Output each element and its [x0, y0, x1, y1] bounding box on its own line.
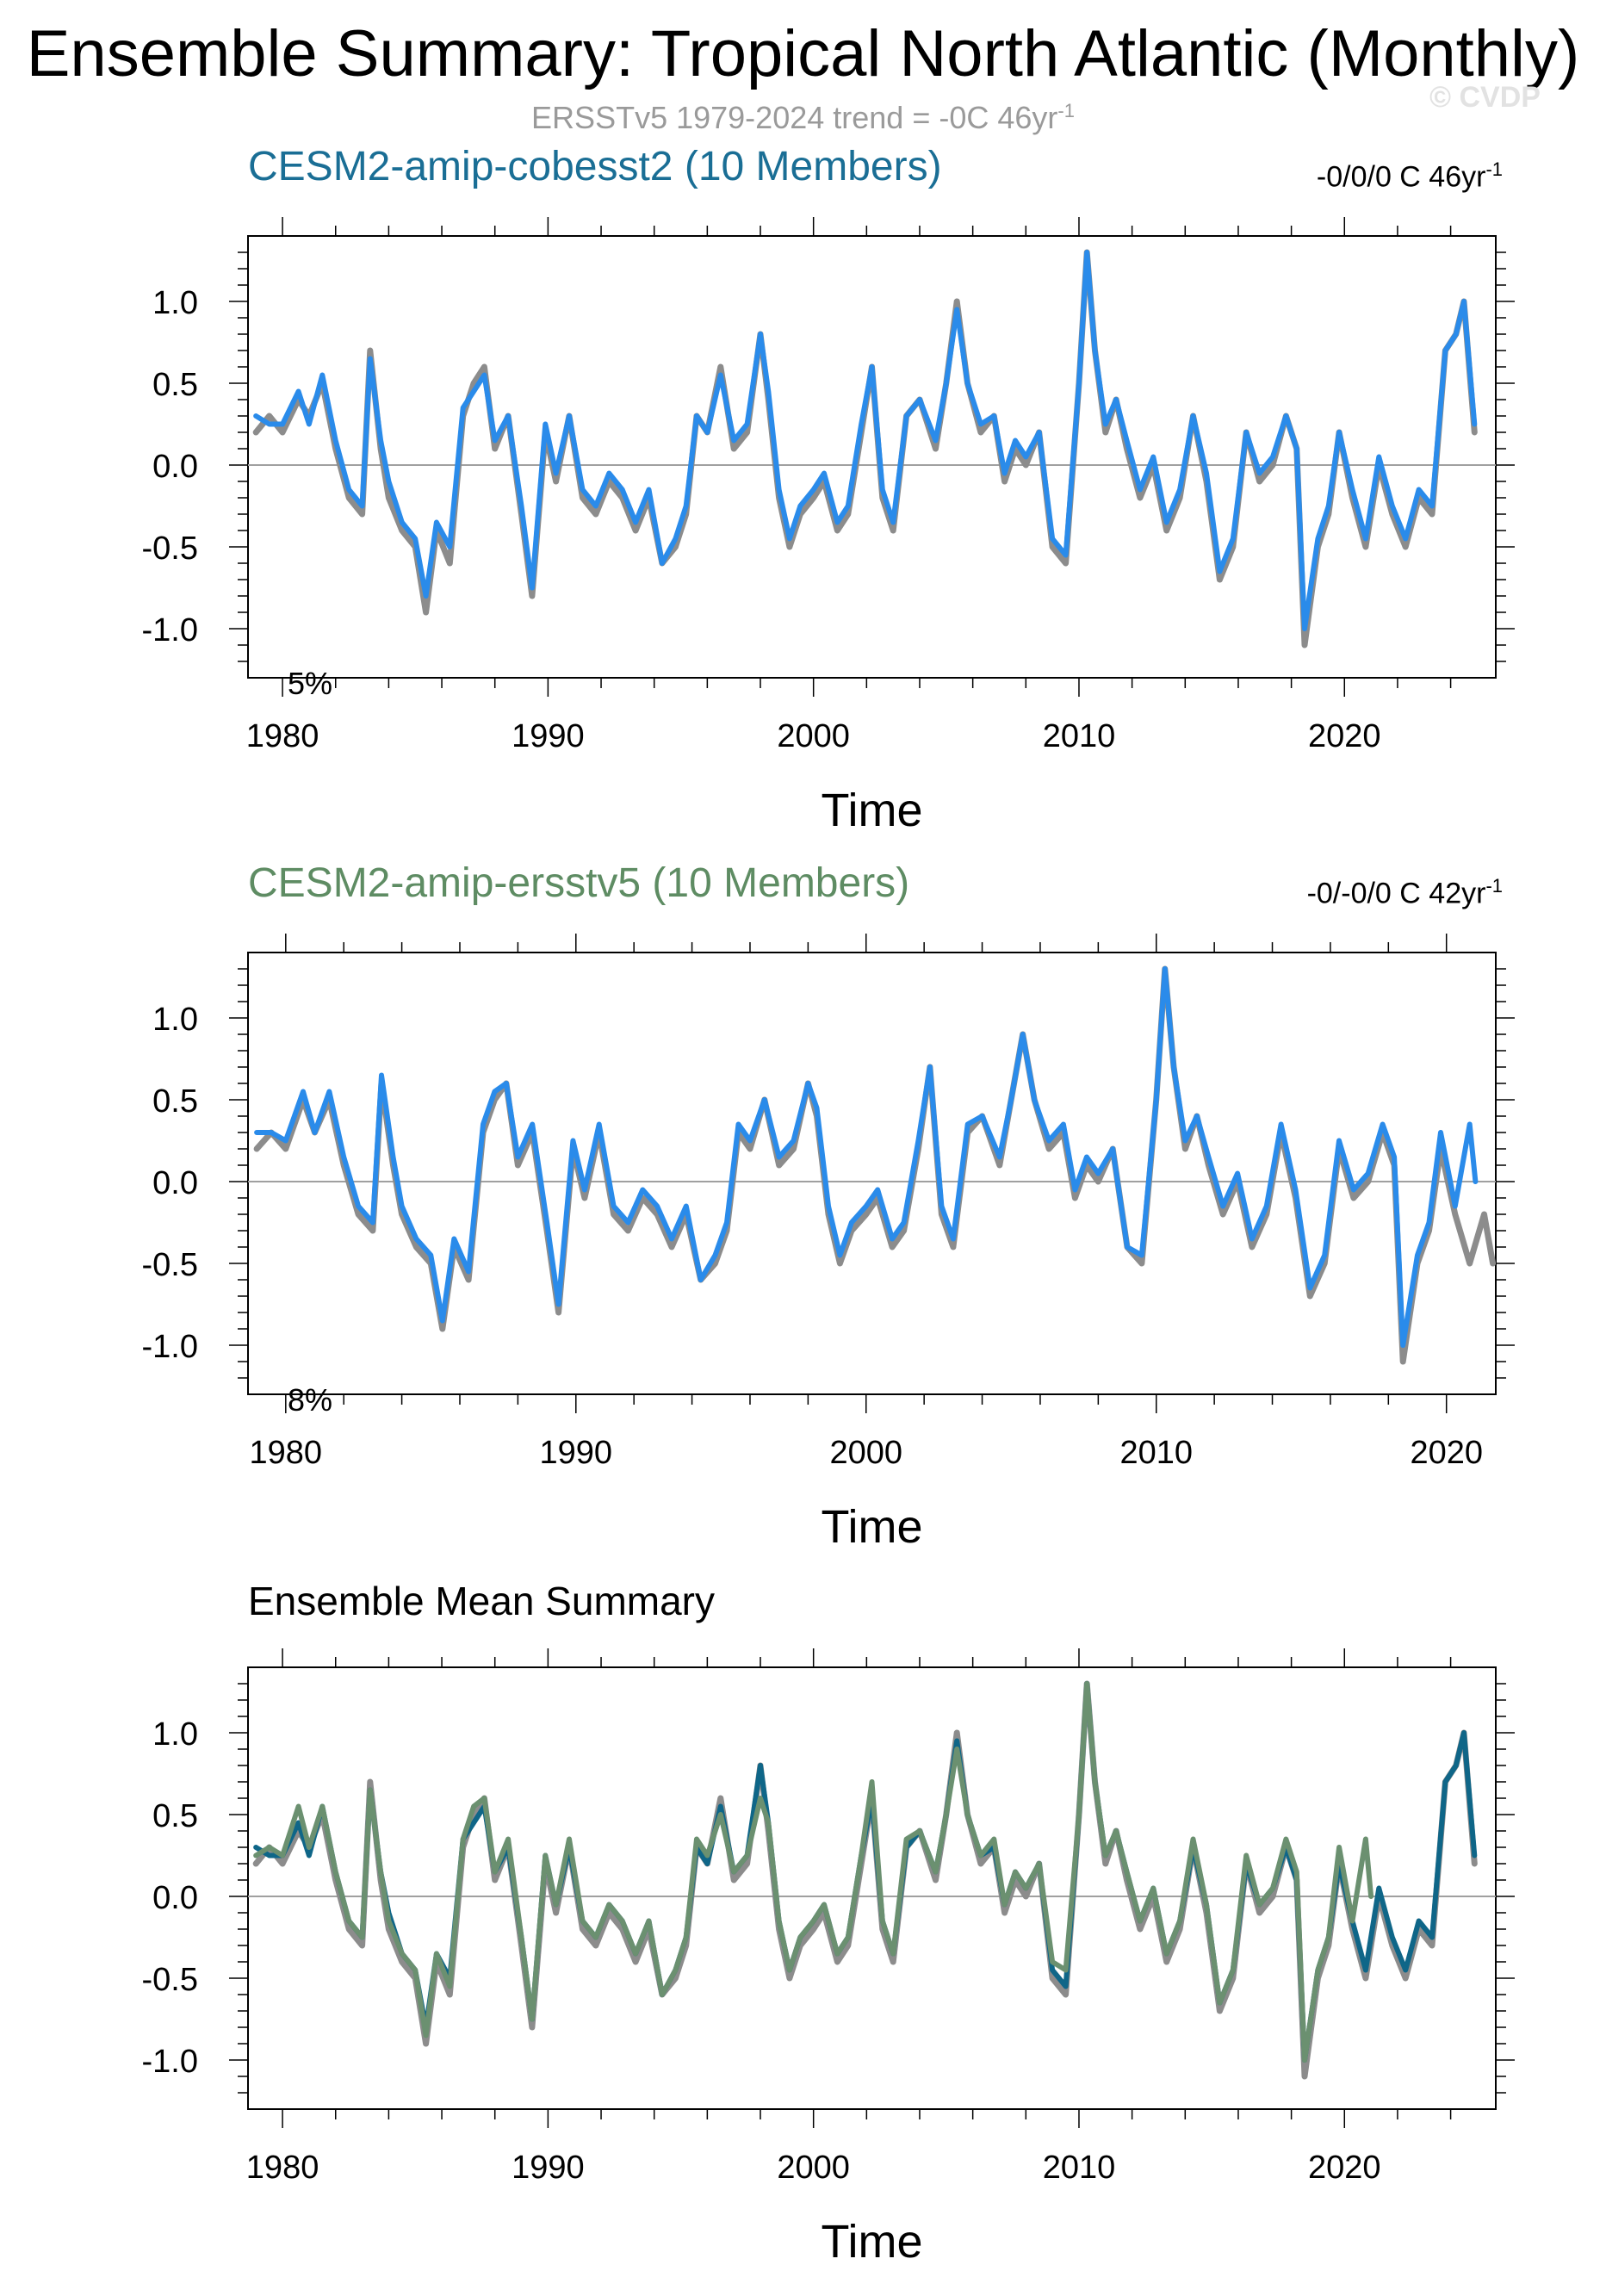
y-tick-label: 0.0	[152, 1165, 198, 1201]
percent-annotation: 5%	[288, 666, 332, 701]
x-axis-label: Time	[822, 2216, 923, 2268]
panel-2-title: CESM2-amip-ersstv5 (10 Members)	[248, 860, 910, 906]
panel-1-trend: -0/0/0 C 46yr-1	[1317, 158, 1503, 194]
y-tick-label: 0.5	[152, 1083, 198, 1120]
y-tick-label: 0.0	[152, 1880, 198, 1916]
y-tick-label: 1.0	[152, 1002, 198, 1038]
x-tick-label: 2020	[1410, 1435, 1483, 1471]
y-tick-label: -1.0	[142, 2044, 198, 2080]
x-tick-label: 1980	[246, 718, 319, 754]
y-tick-label: -1.0	[142, 1329, 198, 1365]
x-tick-label: 1990	[512, 2150, 585, 2186]
x-tick-label: 1990	[512, 718, 585, 754]
x-tick-label: 2020	[1308, 2150, 1381, 2186]
panel-3-chart: 1.0 0.5 0.0 -0.5 -1.0 1980 1990 2000 2010 2020 Tim…	[142, 1648, 1515, 2268]
panel-1-trend-text: -0/0/0 C 46yr	[1316, 160, 1486, 194]
y-tick-label: 0.5	[152, 367, 198, 403]
x-tick-label: 2000	[777, 718, 850, 754]
x-tick-label: 2000	[777, 2150, 850, 2186]
plot-frame	[247, 952, 1497, 1395]
series-line-cesm2-amip-ersstv5-ensemble-mean	[253, 1681, 1374, 2063]
y-tick-label: 1.0	[152, 1716, 198, 1753]
x-axis-label: Time	[822, 785, 923, 836]
panel-2-chart: 1.0 0.5 0.0 -0.5 -1.0 1980 1990 2000 2010 2020 Tim…	[142, 934, 1515, 1553]
x-tick-label: 1980	[250, 1435, 323, 1471]
y-tick-label: -0.5	[142, 1247, 198, 1283]
x-tick-label: 2010	[1119, 1435, 1193, 1471]
panel-2-trend-text: -0/-0/0 C 42yr	[1306, 877, 1486, 910]
panel-1-trend-exponent: -1	[1485, 158, 1503, 180]
plot-frame	[247, 1666, 1497, 2110]
x-tick-label: 2010	[1043, 718, 1116, 754]
percent-annotation: 8%	[288, 1382, 332, 1418]
cvdp-watermark: © CVDP	[1429, 81, 1541, 114]
panel-1-chart: 1.0 0.5 0.0 -0.5 -1.0 1980 1990 2000 2010 2020 Tim…	[142, 217, 1515, 836]
y-tick-label: 0.5	[152, 1798, 198, 1834]
panel-3-title: Ensemble Mean Summary	[248, 1579, 715, 1623]
x-tick-label: 1990	[540, 1435, 613, 1471]
plot-frame	[247, 235, 1497, 679]
x-axis-label: Time	[822, 1501, 923, 1553]
series-line-cesm2-amip-cobesst2-members	[253, 250, 1478, 631]
observed-trend-text: ERSSTv5 1979-2024 trend = -0C 46yr	[531, 100, 1058, 135]
y-tick-label: -0.5	[142, 1962, 198, 1998]
x-tick-label: 2010	[1043, 2150, 1116, 2186]
y-tick-label: 0.0	[152, 449, 198, 485]
observed-trend-subtitle: ERSSTv5 1979-2024 trend = -0C 46yr-1	[0, 100, 1606, 136]
panel-2-trend-exponent: -1	[1485, 875, 1503, 897]
series-line-cesm2-amip-cobesst2-ensemble-mean	[253, 1681, 1478, 2063]
series-line-ersstv5-observed	[252, 249, 1478, 648]
x-tick-label: 1980	[246, 2150, 319, 2186]
y-tick-label: -1.0	[142, 612, 198, 648]
y-tick-label: -0.5	[142, 531, 198, 567]
series-line-ersstv5-observed	[252, 1680, 1478, 2080]
series-line-cesm2-amip-ersstv5-members	[254, 966, 1479, 1348]
panel-2-trend: -0/-0/0 C 42yr-1	[1307, 875, 1503, 910]
figure-title: Ensemble Summary: Tropical North Atlanti…	[26, 17, 1580, 90]
y-tick-label: 1.0	[152, 285, 198, 321]
x-tick-label: 2000	[829, 1435, 902, 1471]
series-line-ersstv5-observed	[253, 965, 1497, 1365]
x-tick-label: 2020	[1308, 718, 1381, 754]
observed-trend-exponent: -1	[1057, 100, 1075, 121]
panel-1-title: CESM2-amip-cobesst2 (10 Members)	[248, 144, 942, 189]
